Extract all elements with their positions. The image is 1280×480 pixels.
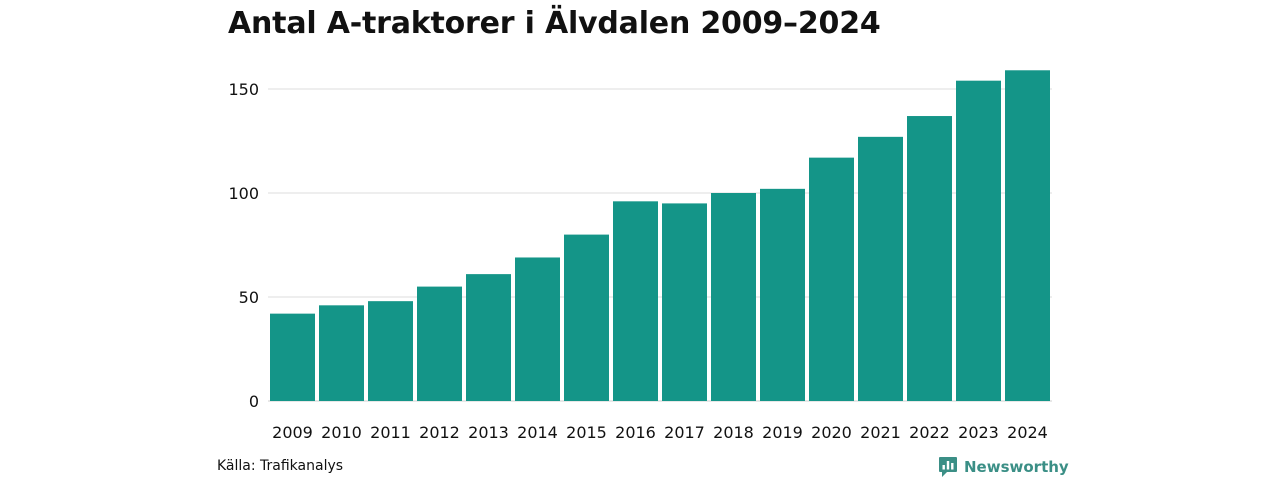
x-tick-label: 2014 [517, 423, 558, 442]
bar-2022[interactable] [907, 116, 952, 401]
newsworthy-logo-icon [939, 457, 957, 477]
bar-2010[interactable] [319, 305, 364, 401]
x-tick-label: 2020 [811, 423, 852, 442]
x-tick-label: 2017 [664, 423, 705, 442]
bar-2009[interactable] [270, 313, 315, 401]
x-tick-label: 2015 [566, 423, 607, 442]
bar-2016[interactable] [613, 201, 658, 401]
brand-logo[interactable]: Newsworthy [938, 456, 1069, 478]
bar-2018[interactable] [711, 193, 756, 401]
bar-2021[interactable] [858, 136, 903, 401]
bar-2024[interactable] [1005, 70, 1050, 401]
y-tick-label: 150 [228, 80, 259, 99]
x-tick-label: 2010 [321, 423, 362, 442]
bar-2014[interactable] [515, 257, 560, 401]
bar-2020[interactable] [809, 157, 854, 401]
x-tick-label: 2019 [762, 423, 803, 442]
bar-2023[interactable] [956, 80, 1001, 402]
x-tick-label: 2022 [909, 423, 950, 442]
x-tick-label: 2009 [272, 423, 313, 442]
source-note: Källa: Trafikanalys [217, 458, 344, 474]
bar-2019[interactable] [760, 188, 805, 401]
x-axis-ticks: 2009 2010 2011 2012 2013 2014 2015 2016 2017 2018… [272, 423, 1048, 442]
x-tick-label: 2011 [370, 423, 411, 442]
y-tick-label: 100 [228, 184, 259, 203]
y-tick-label: 50 [239, 288, 259, 307]
bar-2012[interactable] [417, 286, 462, 401]
x-tick-label: 2021 [860, 423, 901, 442]
bar-2013[interactable] [466, 274, 511, 401]
bar-2017[interactable] [662, 203, 707, 401]
bars [270, 70, 1050, 402]
x-tick-label: 2016 [615, 423, 656, 442]
x-tick-label: 2018 [713, 423, 754, 442]
x-tick-label: 2013 [468, 423, 509, 442]
y-tick-label: 0 [249, 392, 259, 411]
chart-title: Antal A-traktorer i Älvdalen 2009–2024 [228, 6, 881, 41]
x-tick-label: 2024 [1007, 423, 1048, 442]
y-axis-ticks: 0 50 100 150 [228, 80, 259, 411]
x-tick-label: 2023 [958, 423, 999, 442]
x-tick-label: 2012 [419, 423, 460, 442]
bar-2015[interactable] [564, 234, 609, 401]
bar-2011[interactable] [368, 301, 413, 401]
brand-name: Newsworthy [964, 458, 1069, 476]
